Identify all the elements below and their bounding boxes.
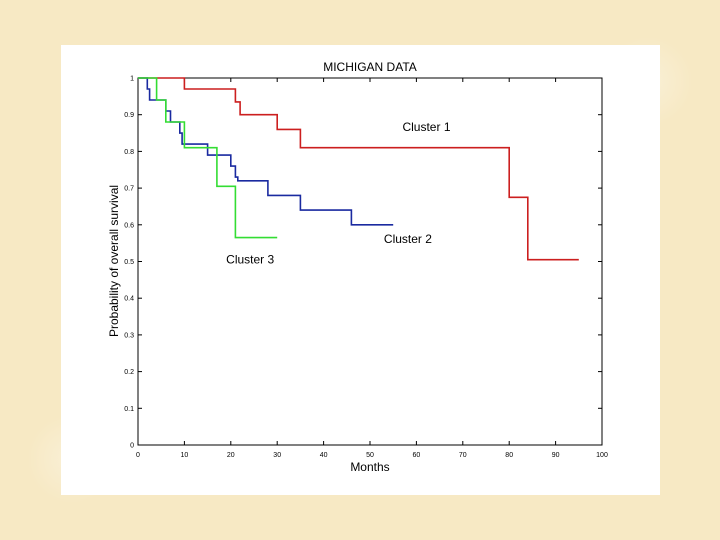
y-tick-label: 0.6 [124, 222, 134, 229]
cluster-1-line [138, 77, 579, 261]
x-tick-label: 10 [181, 452, 189, 459]
y-tick-label: 0.2 [124, 369, 134, 376]
survival-chart: MICHIGAN DATA 0 10 20 30 40 50 60 70 80 90 100 0 0.… [107, 60, 608, 474]
x-tick-label: 100 [596, 452, 608, 459]
chart-panel: MICHIGAN DATA 0 10 20 30 40 50 60 70 80 90 100 0 0.… [61, 45, 660, 495]
x-tick-label: 0 [136, 452, 140, 459]
y-axis-label: Probability of overall survival [107, 185, 121, 337]
x-tick-label: 90 [552, 452, 560, 459]
cluster-2-label: Cluster 2 [384, 232, 432, 246]
x-tick-label: 70 [459, 452, 467, 459]
cluster-3-label: Cluster 3 [226, 252, 274, 266]
x-axis: 0 10 20 30 40 50 60 70 80 90 100 [136, 78, 608, 459]
y-axis: 0 0.1 0.2 0.3 0.4 0.5 0.6 0.7 0.8 0.9 1 [124, 76, 602, 450]
y-tick-label: 0.4 [124, 296, 134, 303]
cluster-3-line [138, 77, 278, 239]
x-tick-label: 30 [273, 452, 281, 459]
y-tick-label: 0.7 [124, 186, 134, 193]
x-tick-label: 50 [366, 452, 374, 459]
chart-title: MICHIGAN DATA [323, 60, 417, 74]
y-tick-label: 0.5 [124, 259, 134, 266]
y-tick-label: 0.8 [124, 149, 134, 156]
x-tick-label: 20 [227, 452, 235, 459]
x-axis-label: Months [350, 460, 389, 474]
y-tick-label: 0.3 [124, 332, 134, 339]
x-tick-label: 40 [320, 452, 328, 459]
x-tick-label: 80 [505, 452, 513, 459]
y-tick-label: 0.1 [124, 406, 134, 413]
y-tick-label: 0.9 [124, 112, 134, 119]
x-tick-label: 60 [413, 452, 421, 459]
plot-area [137, 77, 603, 446]
series-group: Cluster 1 Cluster 2 Cluster 3 [138, 77, 579, 266]
cluster-2-line [138, 77, 394, 226]
y-tick-label: 1 [130, 76, 134, 83]
cluster-1-label: Cluster 1 [402, 120, 450, 134]
y-tick-label: 0 [130, 443, 134, 450]
